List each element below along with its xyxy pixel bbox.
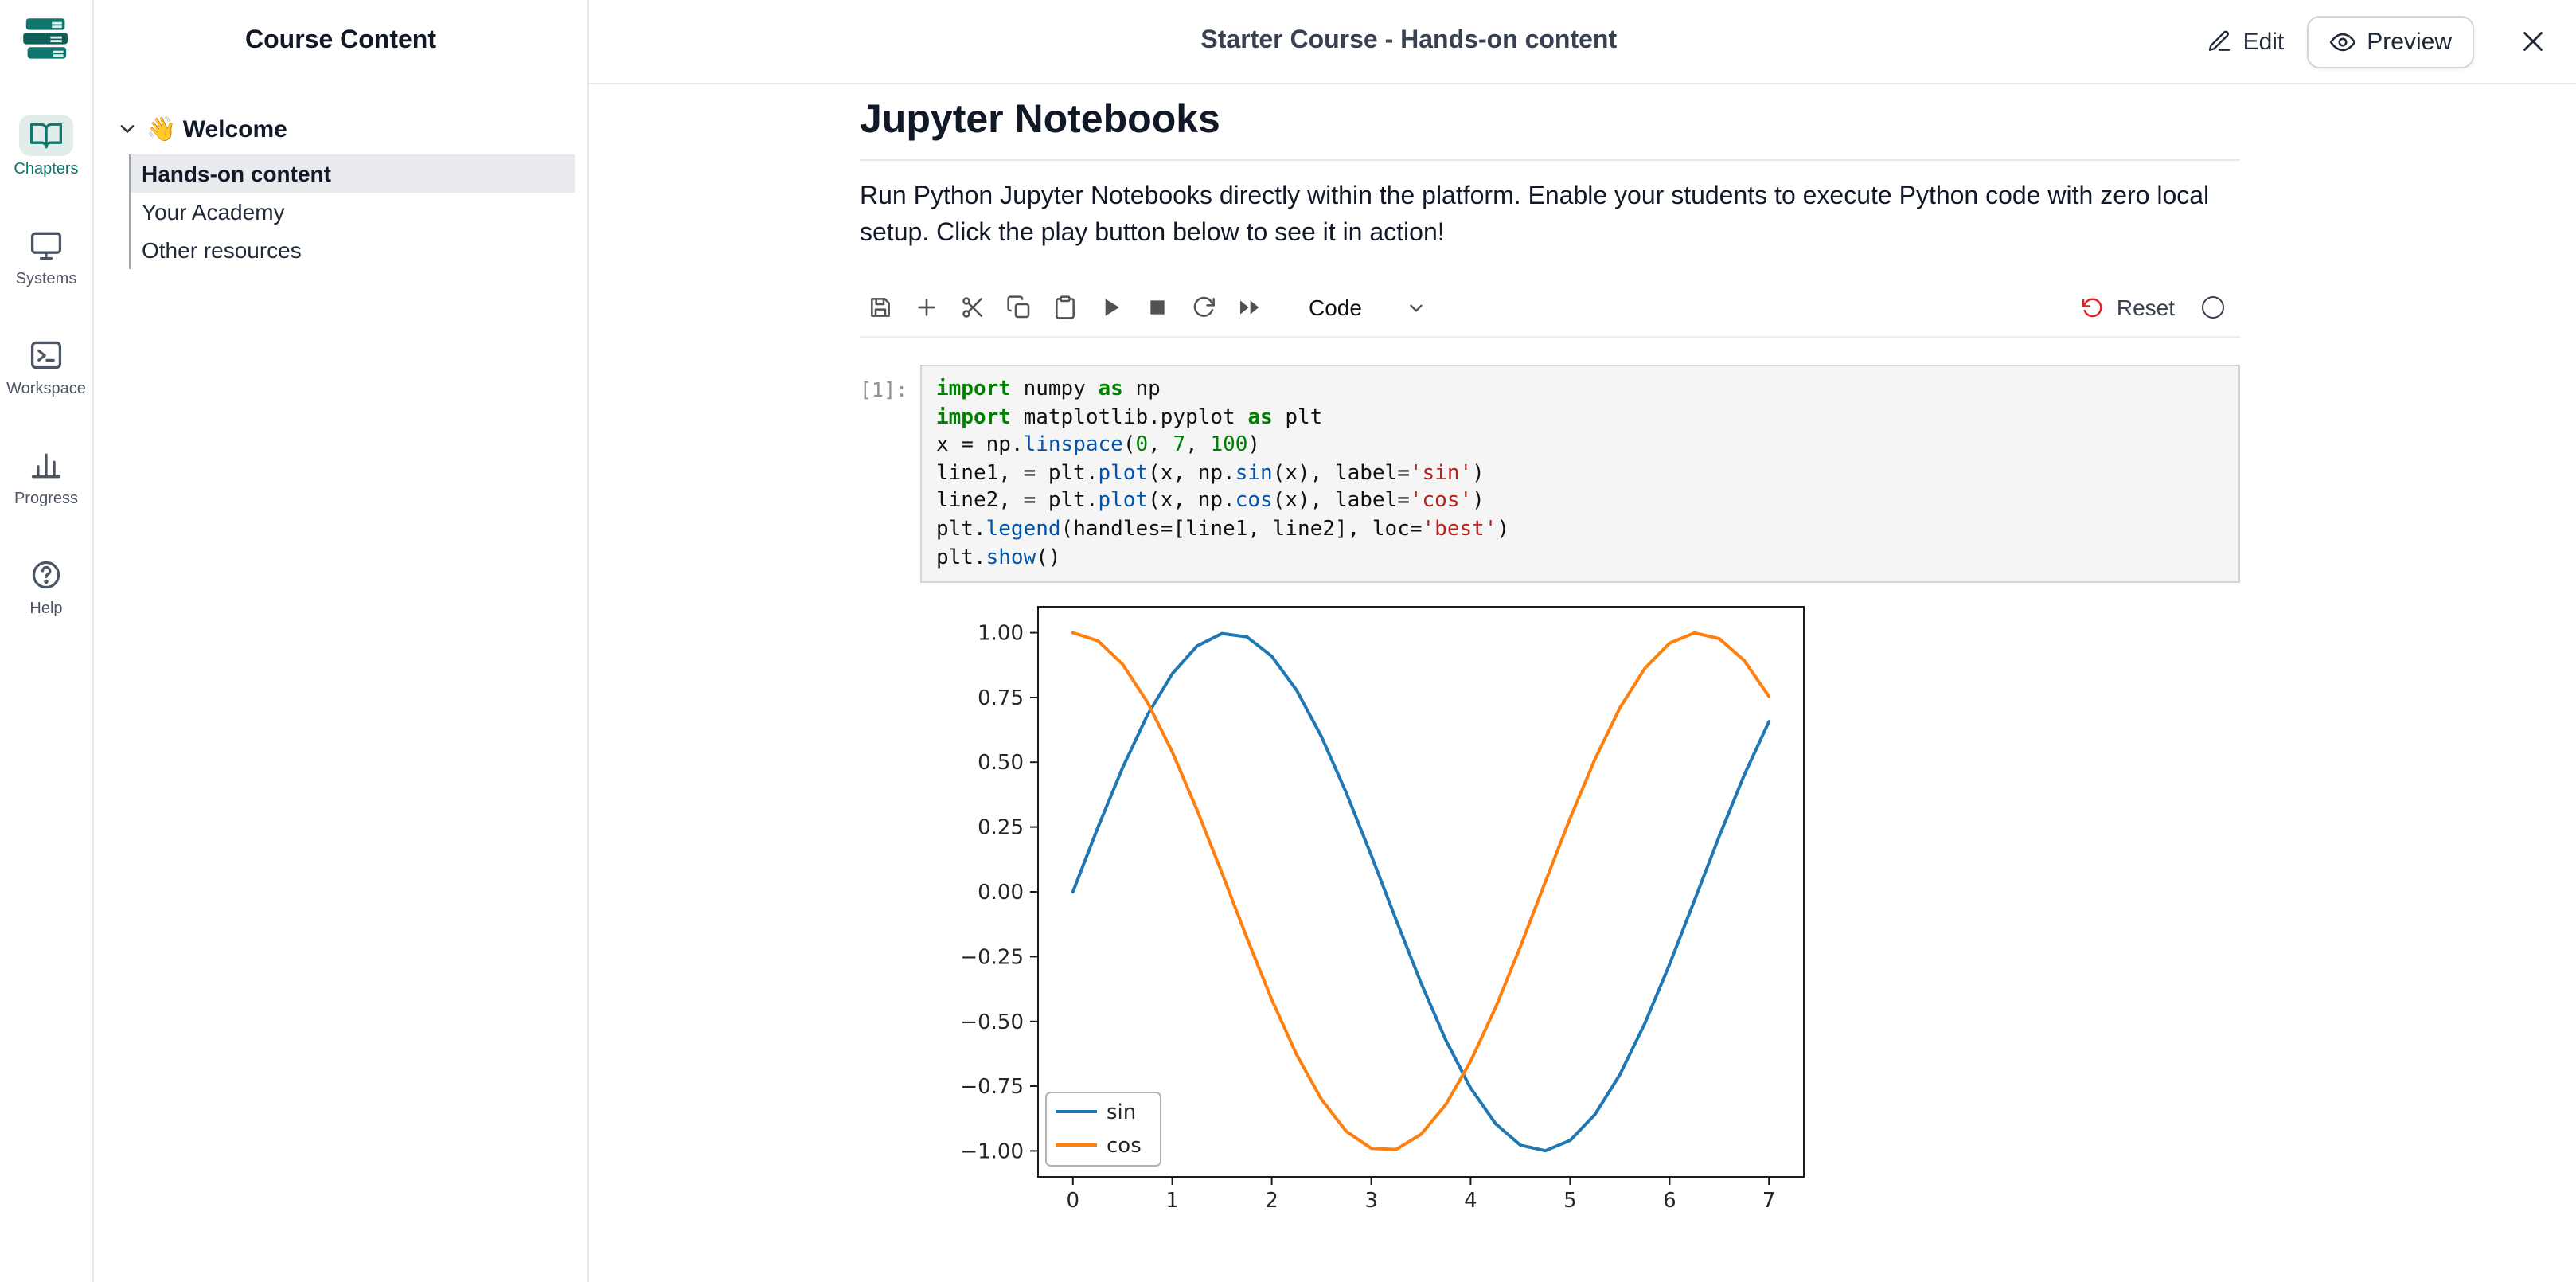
preview-button-label: Preview (2367, 28, 2452, 55)
svg-text:0.00: 0.00 (978, 881, 1024, 905)
tree-item-your-academy[interactable]: Your Academy (142, 199, 285, 225)
tree-section-welcome[interactable]: 👋 Welcome (113, 115, 575, 143)
chevron-down-icon (1407, 297, 1427, 318)
svg-text:1: 1 (1165, 1189, 1179, 1213)
help-circle-icon (19, 554, 73, 596)
svg-text:−1.00: −1.00 (960, 1140, 1024, 1164)
copy-icon (1007, 295, 1030, 319)
reset-button-label: Reset (2116, 295, 2175, 320)
svg-text:−0.50: −0.50 (960, 1010, 1024, 1034)
rail-label: Progress (14, 491, 78, 508)
reset-button[interactable]: Reset (2082, 295, 2175, 320)
rail-label: Systems (15, 271, 77, 288)
rail-item-help[interactable]: Help (19, 554, 73, 618)
topbar: Starter Course - Hands-on content Edit P… (589, 0, 2576, 84)
scissors-icon (962, 297, 982, 318)
terminal-icon (19, 334, 73, 376)
restart-kernel-button[interactable] (1191, 295, 1216, 320)
cell-type-value: Code (1309, 295, 1362, 320)
svg-text:2: 2 (1265, 1189, 1278, 1213)
tree-children: Hands-on content Your Academy Other reso… (129, 154, 575, 269)
rail-label: Help (29, 600, 63, 618)
edit-button-label: Edit (2242, 28, 2285, 55)
course-content-sidebar: Course Content 👋 Welcome Hands-on conten… (94, 0, 589, 1282)
svg-text:3: 3 (1364, 1189, 1378, 1213)
close-button[interactable] (2516, 24, 2551, 59)
run-cell-button[interactable] (1099, 295, 1124, 320)
sidebar-header: Course Content (94, 0, 587, 83)
book-open-icon (18, 115, 73, 156)
stop-icon (1150, 300, 1165, 315)
cell-type-select[interactable]: Code (1309, 295, 1427, 320)
save-icon (871, 298, 890, 317)
svg-text:cos: cos (1107, 1134, 1142, 1158)
sidebar-title: Course Content (245, 27, 436, 54)
play-icon (1105, 299, 1119, 316)
paste-cell-button[interactable] (1052, 295, 1078, 320)
kernel-status-icon (2202, 296, 2224, 319)
code-editor[interactable]: import numpy as np import matplotlib.pyp… (920, 365, 2240, 584)
svg-text:0.75: 0.75 (978, 686, 1024, 710)
eye-icon (2329, 32, 2355, 51)
rail-item-workspace[interactable]: Workspace (6, 334, 86, 398)
code-cell: [1]: import numpy as np import matplotli… (860, 365, 2240, 584)
svg-text:7: 7 (1762, 1189, 1776, 1213)
rail-label: Chapters (14, 161, 79, 178)
cell-prompt: [1]: (860, 377, 908, 401)
app-logo[interactable] (16, 13, 76, 70)
main-area: Starter Course - Hands-on content Edit P… (589, 0, 2576, 1282)
chapter-tree: 👋 Welcome Hands-on content Your Academy … (94, 83, 587, 269)
content-heading: Jupyter Notebooks (860, 97, 1220, 142)
rail-label: Workspace (6, 381, 86, 398)
cut-cell-button[interactable] (960, 295, 986, 320)
pencil-icon (2208, 30, 2230, 51)
reset-icon (2082, 295, 2106, 319)
clipboard-icon (1056, 295, 1075, 319)
rail-item-progress[interactable]: Progress (14, 444, 78, 508)
icon-rail: Chapters Systems Workspace (0, 0, 94, 1282)
notebook-toolbar: Code Reset (860, 295, 2240, 338)
plus-icon (918, 299, 935, 316)
cell-output: 1.00 0.75 0.50 0.25 0.00 −0.25 −0.50 −0.75 −1.00… (943, 599, 2240, 1236)
rail-item-chapters[interactable]: Chapters (14, 115, 79, 178)
svg-text:4: 4 (1464, 1189, 1477, 1213)
fast-forward-icon (1240, 300, 1259, 315)
save-button[interactable] (868, 295, 893, 320)
lesson-content: Jupyter Notebooks Run Python Jupyter Not… (589, 84, 2576, 1282)
close-icon (2523, 32, 2543, 51)
preview-button[interactable]: Preview (2306, 15, 2474, 68)
svg-text:5: 5 (1563, 1189, 1577, 1213)
svg-text:1.00: 1.00 (978, 622, 1024, 646)
svg-text:−0.75: −0.75 (960, 1075, 1024, 1099)
tree-item-hands-on-content[interactable]: Hands-on content (131, 154, 575, 193)
edit-button[interactable]: Edit (2203, 21, 2288, 61)
refresh-icon (1193, 296, 1215, 317)
divider (860, 159, 2240, 161)
notebook-toolbar-right: Reset (2082, 295, 2240, 320)
bar-chart-icon (19, 444, 73, 486)
content-paragraph: Run Python Jupyter Notebooks directly wi… (860, 183, 2210, 247)
interrupt-kernel-button[interactable] (1145, 295, 1170, 320)
svg-text:0.50: 0.50 (978, 752, 1024, 776)
monitor-icon (19, 225, 73, 266)
svg-text:0.25: 0.25 (978, 816, 1024, 840)
chevron-down-icon (116, 118, 139, 140)
svg-text:−0.25: −0.25 (960, 946, 1024, 970)
stacked-books-icon (23, 18, 68, 59)
rail-item-systems[interactable]: Systems (15, 225, 77, 288)
svg-text:sin: sin (1107, 1100, 1136, 1124)
page-title: Starter Course - Hands-on content (1200, 27, 1618, 54)
svg-text:6: 6 (1663, 1189, 1676, 1213)
svg-text:0: 0 (1067, 1189, 1080, 1213)
topbar-actions: Edit Preview (2203, 15, 2551, 68)
tree-item-other-resources[interactable]: Other resources (142, 237, 302, 263)
insert-cell-button[interactable] (914, 295, 939, 320)
run-all-button[interactable] (1237, 295, 1263, 320)
copy-cell-button[interactable] (1006, 295, 1032, 320)
matplotlib-figure: 1.00 0.75 0.50 0.25 0.00 −0.25 −0.50 −0.75 −1.00… (960, 606, 1805, 1213)
tree-section-label: 👋 Welcome (146, 116, 287, 143)
